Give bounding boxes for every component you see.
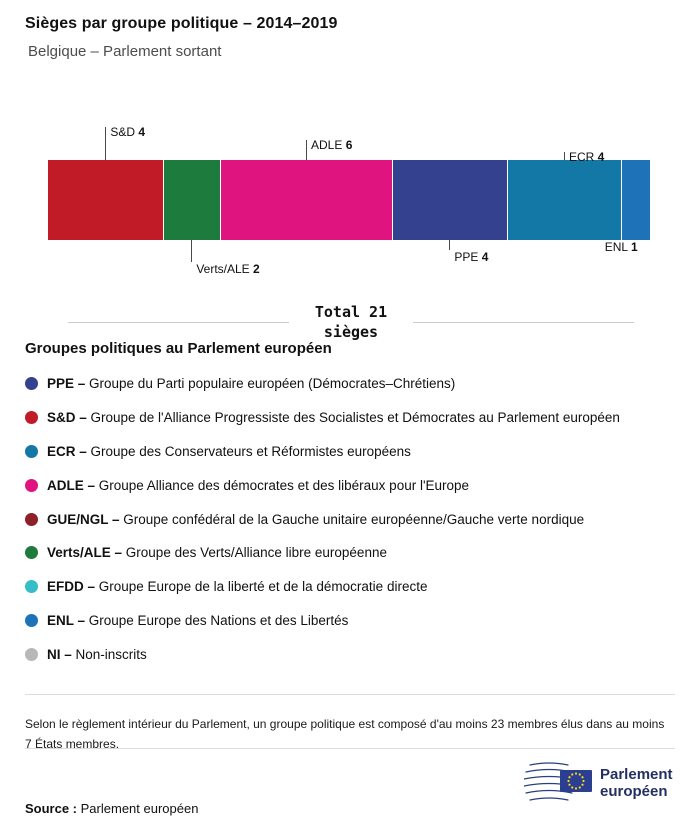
legend-item-verts-ale: Verts/ALE – Groupe des Verts/Alliance li… <box>25 536 675 570</box>
legend-label-s-d: S&D – Groupe de l'Alliance Progressiste … <box>47 410 620 426</box>
legend-label-enl: ENL – Groupe Europe des Nations et des L… <box>47 612 349 628</box>
total-rule-right <box>413 321 634 323</box>
legend-label-ecr: ECR – Groupe des Conservateurs et Réform… <box>47 443 411 459</box>
source-text: Parlement européen <box>80 801 199 816</box>
footnote: Selon le règlement intérieur du Parlemen… <box>25 717 665 751</box>
bar-label-enl: ENL 1 <box>604 240 638 254</box>
total-caption-line2: sièges <box>323 323 379 342</box>
leader-line-s-d <box>105 127 107 160</box>
page-title: Sièges par groupe politique – 2014–2019 <box>25 15 338 32</box>
legend-dot-ni <box>25 647 38 661</box>
legend-item-ppe: PPE – Groupe du Parti populaire européen… <box>25 367 675 401</box>
legend-dot-enl <box>25 613 38 627</box>
leader-line-ecr <box>564 152 565 160</box>
legend-item-gue-ngl: GUE/NGL – Groupe confédéral de la Gauche… <box>25 502 675 536</box>
total-caption-line1: Total 21 <box>314 303 388 321</box>
legend-item-adle: ADLE – Groupe Alliance des démocrates et… <box>25 468 675 502</box>
bar-segment-ppe <box>391 160 507 240</box>
legend-item-ni: NI – Non-inscrits <box>25 637 675 671</box>
header: Sièges par groupe politique – 2014–2019 … <box>25 15 675 60</box>
source-label: Source : <box>25 801 78 816</box>
legend-dot-adle <box>25 478 38 492</box>
legend-dot-efdd <box>25 580 38 594</box>
bar-segment-s-d <box>48 160 163 240</box>
stacked-bar <box>48 160 650 240</box>
bar-segment-adle <box>219 160 392 240</box>
legend-heading: Groupes politiques au Parlement européen <box>25 340 332 357</box>
legend-item-s-d: S&D – Groupe de l'Alliance Progressiste … <box>25 401 675 435</box>
legend-dot-verts-ale <box>25 546 38 560</box>
leader-line-ppe <box>449 240 451 250</box>
divider-above-footnote <box>25 694 675 695</box>
legend-item-enl: ENL – Groupe Europe des Nations et des L… <box>25 604 675 638</box>
leader-line-adle <box>306 140 307 160</box>
bar-label-verts-ale: Verts/ALE 2 <box>196 262 260 276</box>
legend-label-gue-ngl: GUE/NGL – Groupe confédéral de la Gauche… <box>47 511 585 527</box>
legend-section: Groupes politiques au Parlement européen… <box>25 340 675 671</box>
logo-text-line2: européen <box>600 783 668 800</box>
bar-label-ppe: PPE 4 <box>454 250 489 264</box>
legend-item-efdd: EFDD – Groupe Europe de la liberté et de… <box>25 570 675 604</box>
bar-segment-enl <box>621 160 650 240</box>
page-subtitle: Belgique – Parlement sortant <box>28 43 222 60</box>
bar-label-adle: ADLE 6 <box>311 138 353 152</box>
logo-flag-stars <box>567 772 585 790</box>
leader-line-verts-ale <box>191 240 193 262</box>
legend-dot-s-d <box>25 411 38 425</box>
legend-label-efdd: EFDD – Groupe Europe de la liberté et de… <box>47 579 428 595</box>
legend-label-adle: ADLE – Groupe Alliance des démocrates et… <box>47 477 470 493</box>
total-caption: Total 21 sièges <box>289 302 413 343</box>
bar-label-s-d: S&D 4 <box>110 125 146 139</box>
seats-chart: S&D 4 Verts/ALE 2 ADLE 6 PPE 4 ECR 4 ENL 1 <box>0 110 700 305</box>
legend-dot-ppe <box>25 377 38 391</box>
legend-label-verts-ale: Verts/ALE – Groupe des Verts/Alliance li… <box>47 545 387 561</box>
parlement-europeen-logo: Parlement européen <box>524 762 673 801</box>
total-rule-left <box>68 321 289 323</box>
legend-label-ni: NI – Non-inscrits <box>47 646 147 662</box>
legend-dot-ecr <box>25 444 38 458</box>
legend-item-ecr: ECR – Groupe des Conservateurs et Réform… <box>25 435 675 469</box>
legend-label-ppe: PPE – Groupe du Parti populaire européen… <box>47 376 456 392</box>
logo-text-line1: Parlement <box>600 766 673 783</box>
bar-segment-ecr <box>506 160 622 240</box>
total-row: Total 21 sièges <box>68 302 634 343</box>
logo-eu-flag <box>560 770 592 792</box>
legend-dot-gue-ngl <box>25 512 38 526</box>
bar-segment-verts-ale <box>162 160 220 240</box>
divider-above-footer <box>25 748 675 749</box>
legend-list: PPE – Groupe du Parti populaire européen… <box>25 367 675 671</box>
source-line: Source : Parlement européen <box>25 801 198 816</box>
